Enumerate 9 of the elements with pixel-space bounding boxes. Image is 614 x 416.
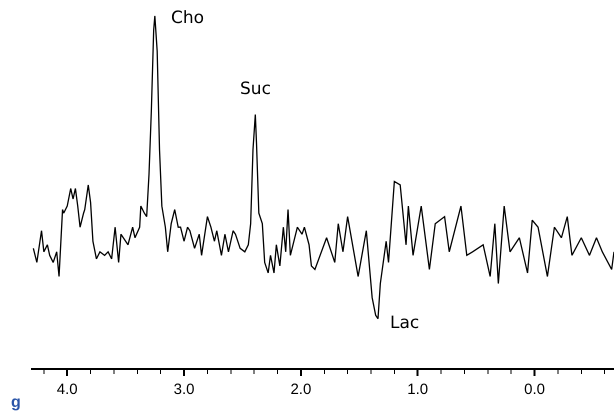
annotation: Cho: [171, 8, 204, 28]
annotation: Lac: [390, 313, 420, 333]
annotation: Suc: [240, 79, 271, 99]
text: g: [11, 394, 21, 411]
x-tick-label: 3.0: [174, 380, 194, 398]
x-tick-label: 1.0: [407, 380, 428, 398]
x-tick-label: 2.0: [290, 380, 312, 398]
x-tick-label: 4.0: [56, 380, 78, 398]
x-tick-label: 0.0: [524, 380, 545, 398]
